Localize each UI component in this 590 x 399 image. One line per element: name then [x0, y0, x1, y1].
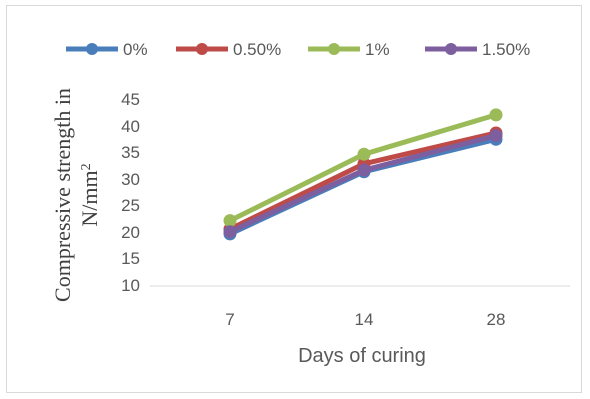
- y-tick-label: 40: [121, 117, 140, 136]
- legend-marker-0: [86, 43, 98, 55]
- series-2: [223, 108, 503, 228]
- y-tick-label: 10: [121, 276, 140, 295]
- legend-label-0: 0%: [123, 40, 148, 59]
- y-axis-ticks: 10 15 20 25 30 35 40 45: [121, 90, 140, 295]
- legend-item-0: 0%: [66, 40, 148, 59]
- legend-marker-1: [196, 43, 208, 55]
- data-point-2-0: [223, 214, 237, 228]
- y-tick-label: 35: [121, 143, 140, 162]
- legend-marker-3: [445, 43, 457, 55]
- y-axis-title: Compressive strength in N/mm2: [50, 88, 102, 302]
- data-point-2-1: [357, 147, 371, 161]
- y-tick-label: 30: [121, 170, 140, 189]
- y-tick-label: 45: [121, 90, 140, 109]
- x-tick-label-28: 28: [487, 310, 506, 329]
- y-axis-title-sup: 2: [79, 163, 94, 170]
- data-point-3-2: [489, 129, 503, 143]
- y-tick-label: 25: [121, 196, 140, 215]
- y-axis-title-unit: N/mm: [77, 170, 102, 226]
- legend-label-3: 1.50%: [482, 40, 530, 59]
- x-axis-title: Days of curing: [298, 345, 426, 367]
- legend: 0% 0.50% 1% 1.50%: [66, 40, 530, 59]
- legend-label-2: 1%: [365, 40, 390, 59]
- y-axis-title-line2: N/mm2: [77, 163, 102, 226]
- x-tick-label-14: 14: [355, 310, 374, 329]
- x-axis-ticks: 7 14 28: [225, 310, 505, 329]
- series-layer: [223, 108, 503, 241]
- series-3: [223, 129, 503, 239]
- data-point-3-1: [357, 163, 371, 177]
- legend-item-1: 0.50%: [176, 40, 281, 59]
- y-tick-label: 15: [121, 249, 140, 268]
- y-axis-title-line1: Compressive strength in: [50, 88, 75, 302]
- legend-marker-2: [328, 43, 340, 55]
- data-point-3-0: [223, 225, 237, 239]
- legend-label-1: 0.50%: [233, 40, 281, 59]
- legend-item-2: 1%: [308, 40, 390, 59]
- x-tick-label-7: 7: [225, 310, 234, 329]
- y-tick-label: 20: [121, 223, 140, 242]
- data-point-2-2: [489, 108, 503, 122]
- legend-item-3: 1.50%: [425, 40, 530, 59]
